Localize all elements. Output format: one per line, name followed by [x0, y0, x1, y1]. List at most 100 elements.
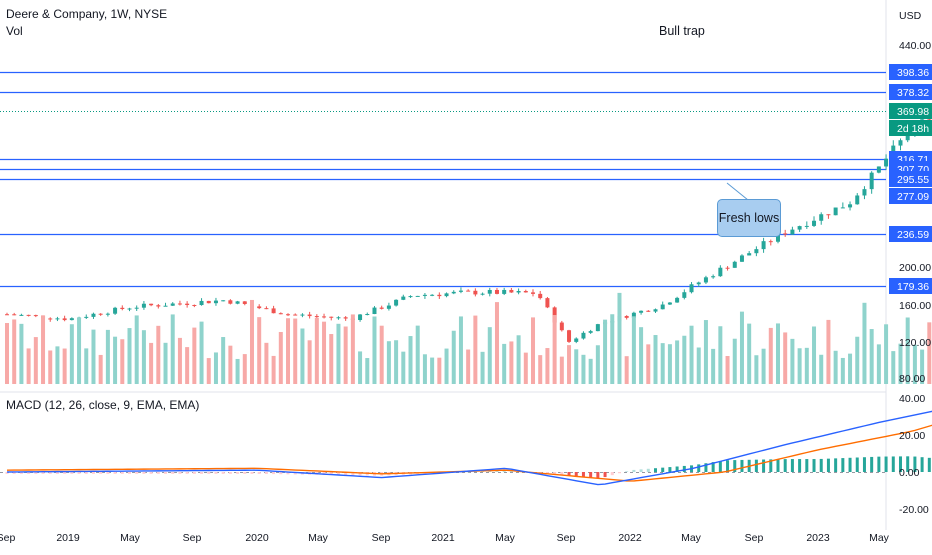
- volume-bar: [372, 316, 377, 384]
- volume-bar: [617, 292, 622, 384]
- candle-body: [531, 292, 536, 294]
- volume-bar: [739, 311, 744, 384]
- candle-body: [581, 332, 586, 339]
- volume-bar: [545, 348, 550, 384]
- candle-body: [192, 304, 197, 306]
- macd-histogram-bar: [862, 457, 866, 472]
- macd-histogram-bar: [898, 456, 902, 472]
- volume-bar: [91, 329, 96, 384]
- macd-histogram-bar: [106, 472, 110, 474]
- symbol-title[interactable]: Deere & Company, 1W, NYSE: [6, 7, 168, 21]
- candle-body: [329, 316, 334, 318]
- candle-body: [732, 261, 737, 268]
- candle-body: [264, 308, 269, 310]
- macd-line: [6, 410, 932, 486]
- volume-bar: [271, 355, 276, 384]
- price-badge-label: 277.09: [897, 191, 929, 203]
- macd-histogram-bar: [336, 472, 340, 476]
- candle-body: [365, 314, 370, 316]
- macd-histogram-bar: [841, 458, 845, 472]
- volume-bar: [775, 323, 780, 384]
- price-badge: [889, 103, 932, 119]
- candle-body: [300, 314, 305, 316]
- candle-body: [646, 310, 651, 312]
- macd-histogram-bar: [740, 459, 744, 472]
- candle-body: [840, 207, 845, 209]
- fresh-lows-callout[interactable]: Fresh lows: [717, 199, 781, 237]
- candle-body: [228, 300, 233, 304]
- volume-bar: [876, 344, 881, 384]
- macd-histogram-bar: [920, 457, 924, 472]
- volume-bar: [329, 334, 334, 384]
- macd-legend[interactable]: MACD (12, 26, close, 9, EMA, EMA): [6, 398, 200, 412]
- volume-bar: [163, 342, 168, 384]
- volume-bar: [840, 357, 845, 384]
- candle-body: [588, 331, 593, 333]
- macd-histogram-bar: [55, 472, 59, 474]
- candle-body: [567, 330, 572, 342]
- volume-bar: [286, 318, 291, 384]
- volume-bar: [293, 318, 298, 384]
- macd-histogram-bar: [906, 456, 910, 472]
- macd-histogram-bar: [481, 471, 485, 472]
- volume-bar: [509, 341, 514, 384]
- macd-histogram-bar: [625, 471, 629, 472]
- volume-bar: [5, 323, 9, 384]
- volume-bar: [869, 329, 874, 384]
- volume-bar: [480, 351, 485, 384]
- macd-histogram-bar: [834, 458, 838, 472]
- macd-histogram-bar: [927, 457, 931, 472]
- candle-body: [833, 207, 838, 216]
- volume-bar: [725, 355, 730, 384]
- volume-bar: [567, 345, 572, 384]
- volume-bar: [581, 354, 586, 384]
- macd-histogram-bar: [221, 472, 225, 474]
- candle-body: [855, 195, 860, 205]
- volume-bar: [502, 343, 507, 384]
- candle-body: [343, 317, 348, 319]
- time-tick-label: 2022: [618, 532, 642, 544]
- candle-body: [278, 313, 283, 315]
- candle-body: [170, 303, 175, 306]
- candle-body: [480, 293, 485, 295]
- volume-bar: [927, 322, 932, 384]
- bull-trap-annotation[interactable]: Bull trap: [659, 24, 705, 38]
- candle-body: [826, 214, 831, 216]
- macd-histogram-bar: [560, 472, 564, 476]
- candle-body: [105, 313, 110, 315]
- macd-histogram-bar: [48, 472, 52, 474]
- candle-body: [199, 300, 204, 306]
- candle-body: [675, 297, 680, 303]
- candle-body: [523, 290, 528, 293]
- volume-bar: [689, 325, 694, 384]
- volume-bar: [185, 347, 190, 384]
- volume-bar: [812, 326, 817, 384]
- macd-histogram-bar: [617, 472, 621, 474]
- volume-bar: [19, 323, 24, 384]
- candle-body: [394, 299, 399, 306]
- candle-body: [149, 303, 154, 306]
- volume-bar: [754, 355, 759, 384]
- macd-histogram-bar: [91, 472, 95, 474]
- volume-bar: [639, 327, 644, 384]
- volume-bar: [98, 354, 103, 384]
- volume-bar: [631, 316, 636, 384]
- price-tick-label: 80.00: [899, 373, 925, 385]
- macd-histogram-bar: [661, 467, 665, 472]
- fresh-lows-pointer: [726, 182, 749, 201]
- candle-body: [307, 314, 312, 317]
- candle-body: [206, 300, 211, 304]
- volume-bar: [905, 317, 910, 384]
- macd-histogram-bar: [495, 470, 499, 472]
- volume-bar: [113, 336, 118, 384]
- volume-bar: [206, 358, 211, 384]
- candle-body: [358, 314, 363, 321]
- macd-histogram-bar: [77, 472, 81, 474]
- price-badge: [889, 278, 932, 294]
- candle-body: [905, 134, 910, 141]
- volume-bar: [336, 323, 341, 384]
- macd-histogram-bar: [488, 470, 492, 472]
- volume-bar: [444, 348, 449, 384]
